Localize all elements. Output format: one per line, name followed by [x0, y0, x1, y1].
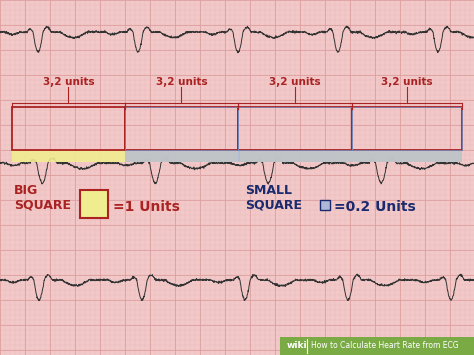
- Bar: [238, 150, 352, 162]
- Bar: [125, 107, 238, 150]
- Text: wiki: wiki: [287, 342, 308, 350]
- Text: How to Calculate Heart Rate from ECG: How to Calculate Heart Rate from ECG: [311, 342, 459, 350]
- Text: 3,2 units: 3,2 units: [43, 77, 94, 87]
- Bar: [125, 150, 240, 162]
- Bar: [12, 107, 125, 150]
- Text: BIG: BIG: [14, 184, 38, 197]
- Bar: [352, 150, 462, 162]
- Text: SMALL: SMALL: [245, 184, 292, 197]
- Text: =0.2 Units: =0.2 Units: [334, 200, 416, 214]
- Bar: [12, 150, 462, 162]
- Bar: [125, 107, 238, 150]
- Text: SQUARE: SQUARE: [14, 198, 71, 211]
- Text: 3,2 units: 3,2 units: [381, 77, 433, 87]
- Text: SQUARE: SQUARE: [245, 198, 302, 211]
- Bar: [238, 107, 352, 150]
- Text: 3,2 units: 3,2 units: [269, 77, 321, 87]
- Bar: [352, 107, 462, 150]
- Bar: [280, 337, 474, 355]
- Bar: [352, 107, 462, 150]
- Text: =1 Units: =1 Units: [113, 200, 180, 214]
- Text: 3,2 units: 3,2 units: [155, 77, 207, 87]
- Bar: [320, 200, 330, 210]
- Bar: [80, 190, 108, 218]
- Bar: [238, 107, 352, 150]
